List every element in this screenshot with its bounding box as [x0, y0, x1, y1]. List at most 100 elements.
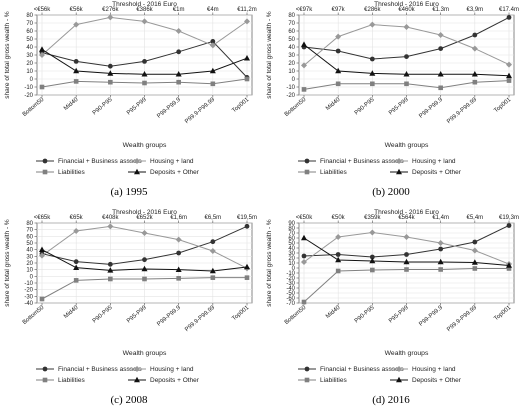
y-tick-label: -20: [286, 93, 295, 99]
legend-label: Financial + Business asssets: [58, 366, 142, 373]
x-axis-title: Wealth groups: [123, 350, 167, 357]
legend-label: Housing + land: [150, 158, 194, 165]
x-tick-label: Mid40: [63, 305, 80, 321]
data-point: [335, 256, 342, 263]
x-tick-label: P99.9-P99.99: [184, 97, 216, 126]
data-point: [39, 84, 45, 90]
data-point: [506, 72, 512, 79]
legend-marker: [304, 377, 310, 383]
threshold-label: €6,5m: [204, 215, 221, 221]
x-tick-label: Bottom50: [284, 97, 308, 119]
legend-label: Financial + Business asssets: [320, 158, 404, 165]
data-point: [404, 81, 409, 87]
x-tick-label: Bottom50: [284, 305, 308, 327]
x-tick-label: Top001: [231, 97, 250, 115]
x-axis-title: Wealth groups: [385, 142, 429, 149]
data-point: [107, 14, 114, 21]
legend-label: Deposits + Other: [412, 169, 462, 176]
data-point: [73, 259, 79, 265]
data-point: [370, 267, 375, 273]
y-tick-label: 70: [288, 21, 295, 27]
threshold-label: €50k: [332, 215, 346, 221]
data-point: [73, 21, 80, 28]
data-point: [506, 266, 512, 271]
data-point: [437, 240, 444, 246]
x-tick-label: Top001: [231, 305, 250, 323]
x-tick-label: P99-P99.9: [156, 305, 182, 328]
data-point: [142, 59, 147, 64]
panel-caption: (c) 2008: [110, 394, 148, 406]
y-tick-label: -10: [286, 85, 295, 91]
y-tick-label: -30: [286, 281, 295, 287]
legend-label: Liabilities: [320, 377, 347, 384]
legend-marker: [396, 158, 402, 164]
y-tick-label: 30: [26, 254, 33, 260]
threshold-label: €11,2m: [237, 7, 257, 13]
data-point: [107, 223, 114, 230]
data-point: [142, 257, 147, 263]
panel-caption: (d) 2016: [372, 394, 410, 406]
data-point: [506, 15, 512, 20]
legend-label: Financial + Business asssets: [58, 158, 142, 165]
data-point: [176, 49, 182, 55]
data-point: [209, 67, 216, 74]
y-tick-label: 80: [288, 13, 295, 19]
data-point: [369, 56, 375, 62]
legend-label: Financial + Business asssets: [320, 366, 404, 373]
line-chart-2000: -20 -10 0 10 20 30 40 50 60 70 80 Bottom50 <€97k Mid4…: [266, 1, 519, 176]
threshold-label: €359k: [364, 215, 381, 221]
line-chart-1995: -20 -10 0 10 20 30 40 50 60 70 80 Bottom50 <€56k Mid4…: [4, 1, 257, 176]
data-point: [471, 45, 478, 52]
data-point: [404, 54, 409, 59]
threshold-label: €3,9m: [466, 7, 483, 13]
x-tick-label: Top001: [493, 305, 512, 323]
threshold-label: <€65k: [34, 215, 52, 221]
data-point: [39, 46, 45, 52]
data-point: [369, 229, 376, 236]
threshold-label: €408k: [102, 215, 119, 221]
data-point: [301, 253, 307, 259]
data-point: [335, 234, 342, 240]
y-tick-label: 0: [30, 274, 34, 280]
threshold-label: <€50k: [296, 215, 314, 221]
data-point: [175, 266, 182, 272]
data-point: [472, 32, 478, 38]
y-tick-label: 10: [288, 261, 295, 267]
panel-caption: (b) 2000: [372, 186, 410, 198]
data-point: [438, 85, 443, 91]
y-tick-label: 60: [26, 234, 33, 240]
legend-marker: [134, 366, 140, 372]
data-point: [369, 257, 376, 264]
data-point: [301, 41, 307, 47]
y-tick-label: -10: [24, 85, 33, 91]
y-tick-label: 20: [26, 61, 33, 67]
data-point: [107, 63, 113, 69]
y-tick-label: 30: [288, 251, 295, 257]
threshold-label: €5,4m: [466, 215, 483, 221]
data-point: [438, 267, 443, 272]
data-point: [403, 258, 410, 265]
threshold-label: €276k: [102, 7, 119, 13]
y-tick-label: 20: [26, 261, 33, 267]
legend-marker: [134, 376, 140, 383]
data-point: [210, 39, 216, 44]
x-tick-label: P99-P99.9: [156, 97, 182, 120]
y-axis-title: share of total gross wealth - %: [266, 219, 273, 307]
data-point: [209, 42, 216, 49]
data-point: [244, 263, 250, 270]
x-tick-label: P99-P99.9: [418, 305, 444, 328]
x-axis-title: Wealth groups: [385, 350, 429, 357]
legend-marker: [134, 158, 140, 164]
y-tick-label: 70: [288, 231, 295, 237]
x-tick-label: Top001: [493, 97, 512, 115]
y-tick-label: -70: [286, 301, 295, 307]
data-point: [404, 267, 409, 272]
legend-marker: [304, 158, 310, 164]
data-point: [438, 246, 444, 252]
data-point: [39, 246, 45, 252]
legend-label: Liabilities: [320, 169, 347, 176]
y-tick-label: 0: [30, 77, 34, 83]
y-tick-label: 60: [288, 29, 295, 35]
y-tick-label: -50: [286, 291, 295, 297]
data-point: [108, 79, 113, 85]
